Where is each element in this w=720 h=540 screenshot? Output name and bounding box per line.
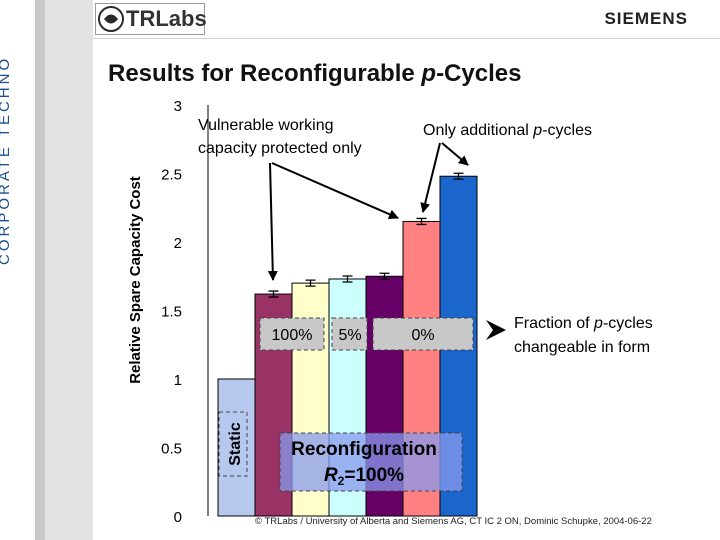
percent-box-100-label: 100% <box>272 327 313 344</box>
percent-box-100 <box>259 317 325 351</box>
y-tick-label: 0 <box>174 509 182 526</box>
y-tick-label: 3 <box>174 98 182 115</box>
sidebar <box>0 0 35 540</box>
siemens-logo: SIEMENS <box>604 9 688 28</box>
arrow-only-additional-2 <box>441 142 469 166</box>
slide-title: Results for Reconfigurable p-Cycles <box>108 60 521 88</box>
fraction-italic: p <box>593 315 603 332</box>
annotation-only-additional: Only additional p-cycles <box>423 122 592 139</box>
percent-box-0-label: 0% <box>411 327 434 344</box>
only-additional-suffix: -cycles <box>542 122 592 139</box>
title-suffix: -Cycles <box>436 60 522 87</box>
fraction-prefix: Fraction of <box>514 315 594 332</box>
annotation-vulnerable-line1: Vulnerable working <box>198 117 333 134</box>
trlabs-logo: TRLabs <box>95 3 207 35</box>
only-additional-italic: p <box>532 122 542 139</box>
percent-box-5-label: 5% <box>338 327 361 344</box>
y-tick-label: 0.5 <box>161 441 182 458</box>
reconfig-sub: 2 <box>338 474 345 488</box>
error-bar <box>342 275 353 283</box>
reconfiguration-box <box>279 432 463 492</box>
title-italic-p: p <box>421 60 437 87</box>
y-tick-label: 2.5 <box>161 167 182 184</box>
only-additional-prefix: Only additional <box>423 122 533 139</box>
logo-text: TRLabs <box>126 6 207 31</box>
trlabs-logo-icon <box>98 6 124 32</box>
percent-box-5 <box>331 317 368 351</box>
title-prefix: Results for Reconfigurable <box>108 60 422 87</box>
fraction-arrow <box>486 320 506 340</box>
percent-box-0 <box>372 317 474 351</box>
annotation-vulnerable-line2: capacity protected only <box>198 140 362 157</box>
reconfig-r: R <box>324 465 338 486</box>
y-axis-label: Relative Spare Capacity Cost <box>127 176 144 384</box>
side-stripe-dark <box>35 0 45 540</box>
reconfig-tail: =100% <box>344 465 404 486</box>
reconfiguration-line1: Reconfiguration <box>291 439 437 460</box>
y-tick-label: 2 <box>174 235 182 252</box>
static-label: Static <box>227 422 244 466</box>
arrow-only-additional-1 <box>420 142 441 213</box>
error-bar <box>453 172 464 180</box>
static-box <box>218 411 248 477</box>
error-bar <box>268 290 279 298</box>
y-tick-label: 1.5 <box>161 304 182 321</box>
error-bar <box>305 279 316 287</box>
error-bar <box>416 217 427 226</box>
y-tick-labels: 0 0.5 1 1.5 2 2.5 3 <box>161 98 182 526</box>
annotation-fraction-line1: Fraction of p-cycles <box>514 315 653 332</box>
fraction-suffix: -cycles <box>603 315 653 332</box>
y-tick-label: 1 <box>174 372 182 389</box>
arrow-vulnerable-1 <box>267 162 278 281</box>
error-bar <box>379 272 390 280</box>
reconfiguration-line2: R2=100% <box>324 465 404 488</box>
arrow-vulnerable-2 <box>271 162 399 219</box>
annotation-fraction-line2: changeable in form <box>514 339 650 356</box>
footer-copyright: © TRLabs / University of Alberta and Sie… <box>255 516 652 527</box>
